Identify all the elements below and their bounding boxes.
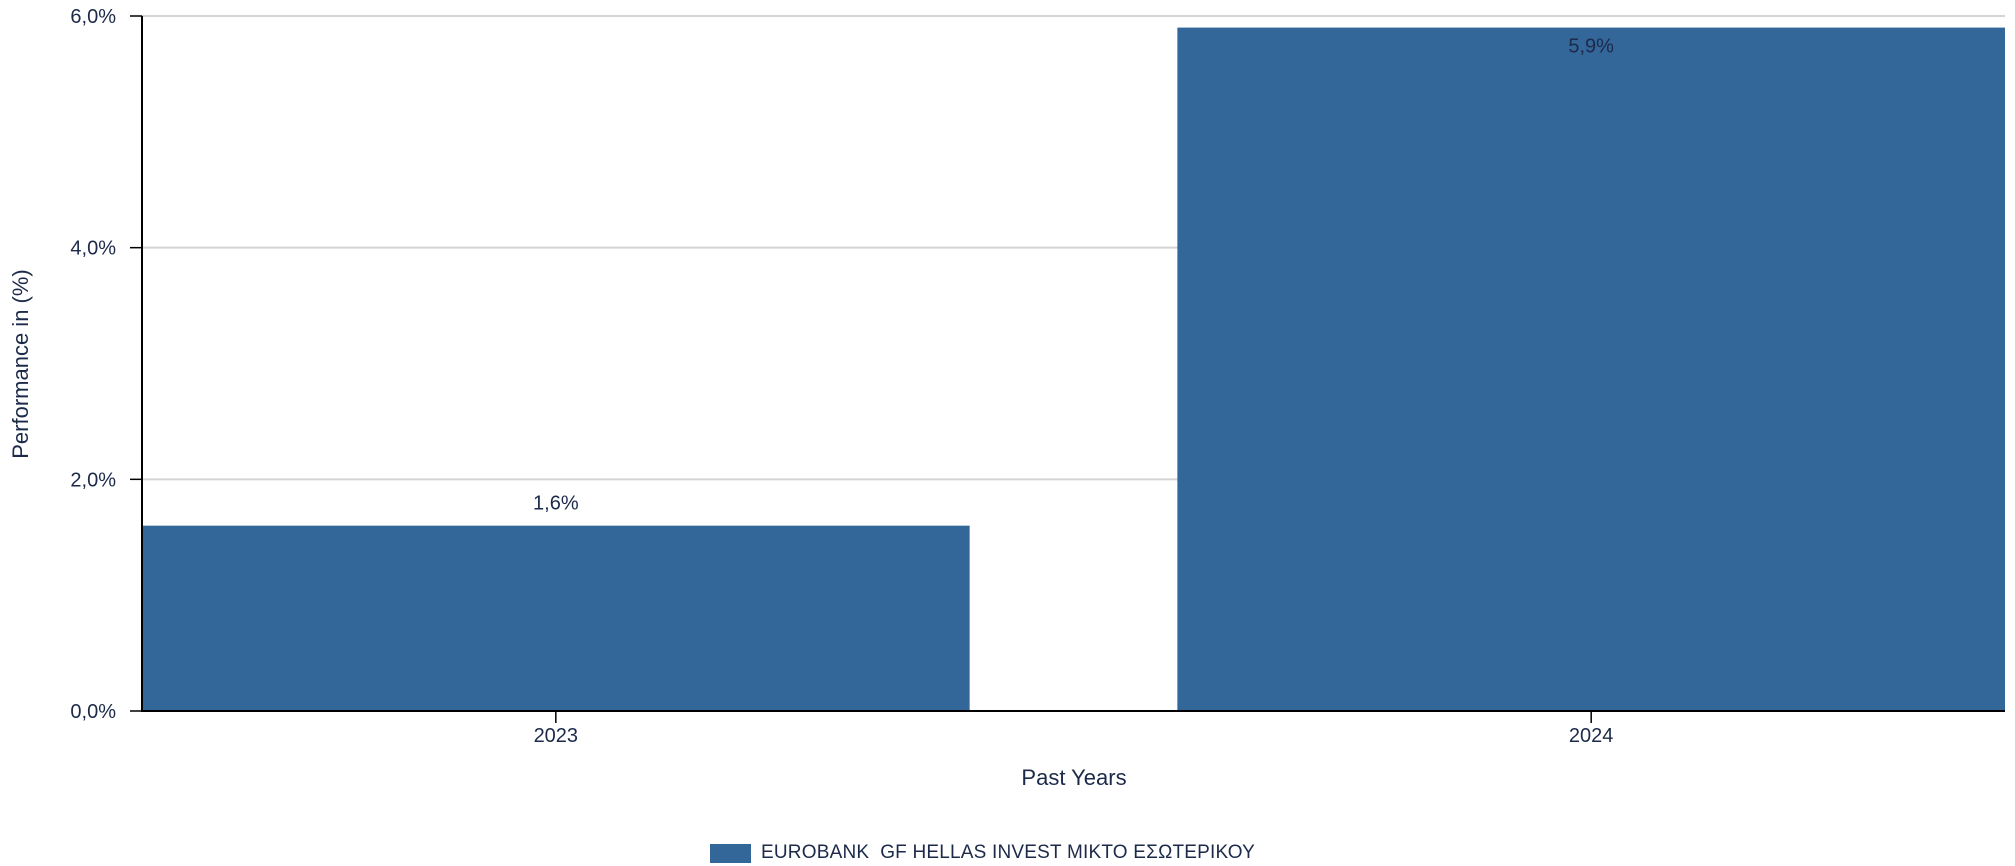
bar	[1177, 27, 2005, 712]
y-tick-label: 6,0%	[70, 6, 116, 28]
data-label: 5,9%	[1568, 36, 1614, 58]
legend-swatch	[710, 843, 751, 863]
x-tick-label: 2023	[534, 725, 579, 747]
x-ticks: 2023 2024	[534, 711, 1614, 747]
x-tick-label: 2024	[1569, 725, 1614, 747]
legend: EUROBANK GF HELLAS INVEST ΜΙΚΤΟ ΕΣΩΤΕΡΙΚ…	[710, 841, 1255, 865]
data-label: 1,6%	[533, 493, 579, 515]
x-axis-title: Past Years	[1021, 765, 1126, 790]
y-tick-label: 2,0%	[70, 469, 116, 491]
y-ticks: 0,0% 2,0% 4,0% 6,0%	[70, 6, 142, 723]
bars	[142, 27, 2005, 712]
bar	[142, 525, 970, 711]
legend-label: EUROBANK GF HELLAS INVEST ΜΙΚΤΟ ΕΣΩΤΕΡΙΚ…	[761, 842, 1256, 863]
y-tick-label: 4,0%	[70, 238, 116, 260]
y-axis-title: Performance in (%)	[8, 269, 33, 459]
y-tick-label: 0,0%	[70, 701, 116, 723]
axes	[141, 16, 2005, 712]
data-labels: 1,6% 5,9%	[533, 36, 1614, 515]
